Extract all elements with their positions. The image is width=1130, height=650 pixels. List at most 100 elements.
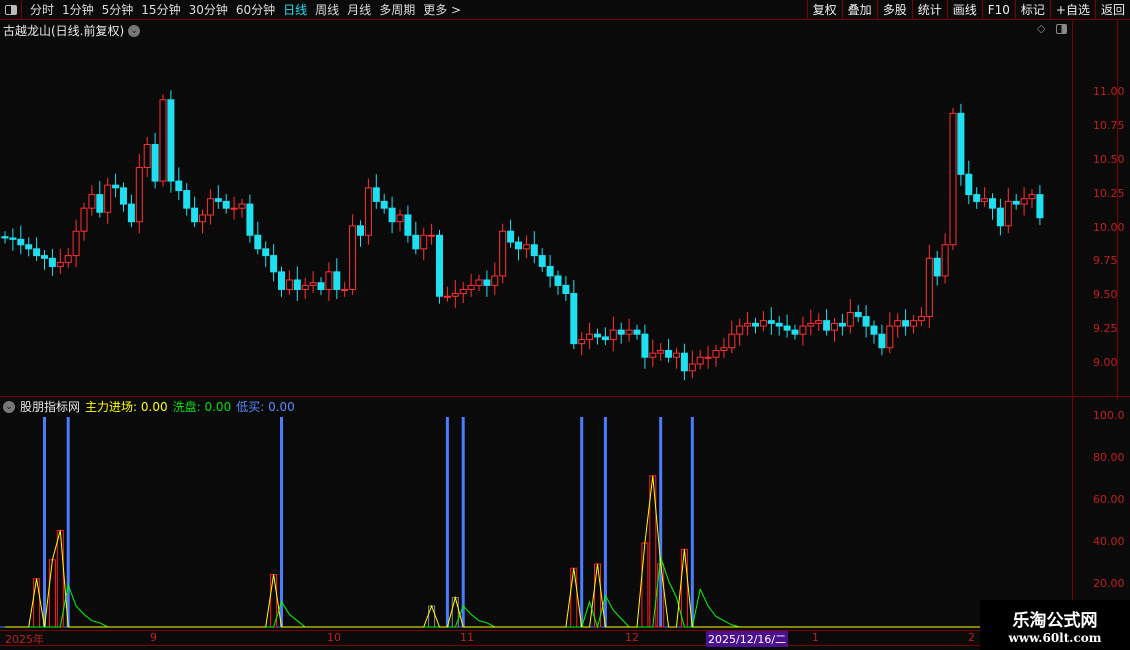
chart-canvas[interactable] [0,0,1072,630]
candle-down [507,230,515,243]
candle-up [941,244,949,277]
tool-button[interactable]: 统计 [911,0,947,20]
xipan-label: 洗盘: [172,400,201,414]
period-tab[interactable]: 周线 [315,3,340,17]
price-tick: 10.25 [1093,186,1125,200]
date-axis: 2025年 9 10 11 12 2025/12/16/二 1 2 [0,630,1072,647]
tool-button[interactable]: F10 [981,0,1015,20]
candle-down [214,198,222,202]
candle-up [451,293,459,297]
candle-down [665,349,673,358]
xipan-value: 0.00 [204,400,232,414]
candle-up [744,322,752,327]
tool-button[interactable]: 返回 [1094,0,1130,20]
period-tab[interactable]: 日线 [283,3,308,17]
candle-down [48,257,56,267]
candle-down [112,184,120,189]
candle-up [720,347,728,351]
candle-down [183,190,191,209]
tool-button[interactable]: +自选 [1049,0,1095,20]
candle-up [815,320,823,324]
dimai-label: 低买: [236,400,265,414]
candle-down [554,275,562,286]
candle-up [688,363,696,372]
candle-up [728,333,736,349]
candle-up [609,329,617,341]
tool-button[interactable]: 复权 [806,0,842,20]
candle-up [349,225,357,290]
date-label: 2 [968,631,975,644]
candle-down [246,203,254,236]
xipan-line [5,557,1040,629]
diamond-icon[interactable]: ◇ [1037,22,1046,35]
tool-button[interactable]: 叠加 [841,0,877,20]
zhuli-bar [33,578,41,628]
candle-down [791,329,799,335]
indicator-tick: 100.0 [1093,409,1125,422]
candle-up [712,349,720,358]
period-tab[interactable]: 30分钟 [188,3,228,17]
zhuli-line [5,475,1040,628]
candle-down [617,329,625,335]
candle-down [862,316,870,327]
candle-up [56,261,64,267]
candle-up [831,322,838,331]
period-tabs: 分时 1分钟 5分钟 15分钟 30分钟 60分钟 日线 周线 月线 多周期 更多 > [22,0,465,19]
candle-up [886,325,894,349]
candle-down [933,257,941,277]
candle-down [1012,200,1020,205]
period-tab[interactable]: 更多 > [423,3,462,17]
right-side-strip [1117,20,1130,400]
tool-button[interactable]: 标记 [1014,0,1050,20]
date-label: 9 [150,631,157,644]
candle-down [594,333,601,338]
candle-up [159,99,167,182]
period-tab[interactable]: 分时 [30,3,55,17]
tool-button[interactable]: 多股 [876,0,912,20]
candle-down [1,236,9,239]
layout-toggle-button[interactable] [0,0,22,20]
period-tab[interactable]: 5分钟 [101,3,134,17]
watermark-url: www.60lt.com [1008,631,1102,645]
candle-up [443,295,451,298]
period-tab[interactable]: 1分钟 [62,3,94,17]
candle-down [25,244,33,250]
candle-up [396,214,404,223]
candle-down [388,207,396,223]
candle-up [917,316,925,322]
candle-up [578,339,586,345]
candle-up [285,279,293,290]
candle-down [633,329,641,335]
panel-toggle-icon[interactable] [1056,24,1067,34]
period-tab[interactable]: 15分钟 [141,3,181,17]
chevron-down-icon[interactable]: ⌄ [128,24,141,37]
candle-up [301,284,309,290]
candle-up [981,198,989,202]
price-tick: 9.75 [1093,254,1118,268]
candle-down [767,320,775,324]
candle-down [436,234,443,297]
price-tick: 11.00 [1093,85,1125,98]
dimai-bar [445,417,449,627]
dimai-bar [603,417,607,627]
candle-up [364,187,372,236]
candle-down [601,336,609,341]
candle-down [333,271,341,290]
candle-up [230,207,238,210]
zhuli-bar [680,548,688,628]
chevron-down-icon[interactable]: ⌄ [3,400,15,413]
period-tab[interactable]: 60分钟 [235,3,276,17]
toolbar-tools: 复权 叠加 多股 统计 画线 F10 标记 +自选 返回 [806,0,1130,20]
candle-up [673,352,680,358]
candle-down [41,255,48,259]
candle-up [1028,194,1036,200]
dimai-legend: 低买: 0.00 [236,398,295,415]
tool-button[interactable]: 画线 [946,0,982,20]
candle-up [135,167,143,223]
candle-down [680,352,688,372]
period-tab[interactable]: 月线 [347,3,372,17]
candle-down [17,238,25,246]
period-tab[interactable]: 多周期 [379,3,416,17]
dimai-bar [690,417,694,627]
candle-down [483,279,491,286]
